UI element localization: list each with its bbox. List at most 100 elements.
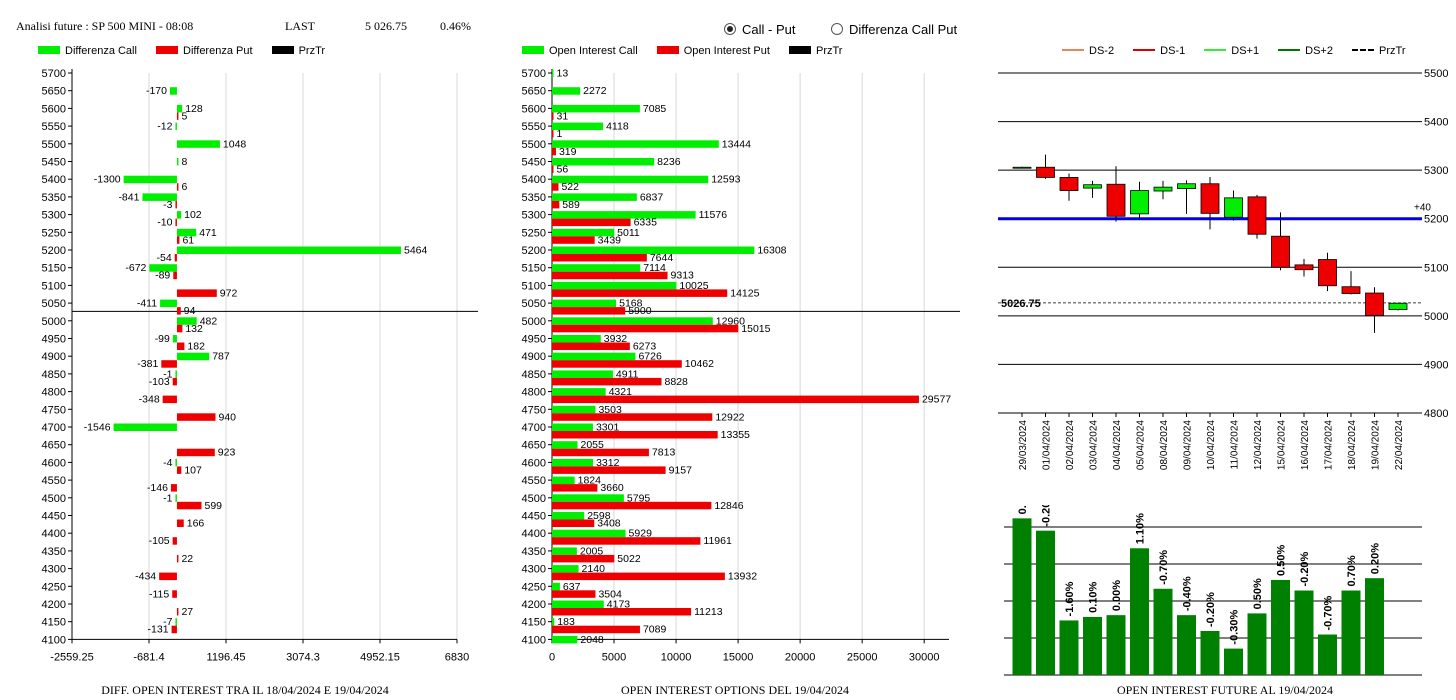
open-interest-options-chart: 5700 5650 5600 5550 5500 5450 5400 5350 5300 5250… bbox=[522, 68, 960, 663]
last-value: 5 026.75 bbox=[365, 19, 407, 33]
data-label: -0.70% bbox=[1323, 595, 1335, 630]
y-tick-label: 4700 bbox=[522, 422, 546, 434]
data-label: 1.10% bbox=[1135, 513, 1147, 544]
y-tick-label: 4350 bbox=[522, 546, 546, 558]
data-label: -1 bbox=[163, 368, 172, 380]
data-label: -54 bbox=[157, 252, 172, 264]
legend-label: Differenza Put bbox=[183, 45, 253, 57]
y-tick-label: 5100 bbox=[1424, 262, 1448, 274]
data-label: 8 bbox=[181, 156, 187, 168]
legend-swatch-green bbox=[522, 46, 544, 54]
y-tick-label: 4200 bbox=[522, 599, 546, 611]
data-label: -146 bbox=[147, 482, 168, 494]
data-label: 5795 bbox=[627, 492, 651, 504]
data-label: 637 bbox=[563, 581, 581, 593]
bar bbox=[552, 466, 666, 474]
x-tick-label: 09/04/2024 bbox=[1183, 420, 1194, 470]
bar bbox=[175, 458, 177, 467]
bar bbox=[175, 370, 177, 378]
bar bbox=[552, 228, 615, 237]
bar bbox=[552, 175, 709, 184]
data-label: 3312 bbox=[596, 457, 620, 469]
data-label: 9313 bbox=[671, 270, 695, 282]
data-label: 94 bbox=[184, 305, 196, 317]
data-label: -1 bbox=[163, 492, 172, 504]
panel2-caption: OPEN INTEREST OPTIONS DEL 19/04/2024 bbox=[621, 683, 849, 697]
bar bbox=[552, 200, 560, 209]
data-label: -103 bbox=[149, 376, 170, 388]
data-label: 6335 bbox=[634, 217, 658, 229]
y-tick-label: 4650 bbox=[42, 440, 66, 452]
y-tick-label: 5150 bbox=[42, 263, 66, 275]
bar bbox=[552, 342, 630, 350]
bar bbox=[552, 130, 554, 138]
y-tick-label: 5000 bbox=[522, 316, 546, 328]
bar bbox=[176, 112, 179, 120]
data-label: 0.20% bbox=[1370, 543, 1382, 574]
bar bbox=[552, 147, 556, 156]
data-label: -3 bbox=[163, 199, 172, 211]
bar bbox=[552, 317, 713, 325]
data-label: 2272 bbox=[583, 85, 607, 97]
data-label: 29577 bbox=[922, 394, 951, 406]
data-label: 7114 bbox=[643, 262, 666, 274]
data-label: 7813 bbox=[652, 447, 676, 459]
bar bbox=[1365, 578, 1384, 675]
x-tick-label: 3074.3 bbox=[286, 651, 320, 663]
bar bbox=[552, 254, 647, 262]
bar bbox=[176, 501, 202, 510]
bar bbox=[1341, 590, 1361, 675]
y-tick-label: 5150 bbox=[522, 263, 546, 275]
radio-selected-icon[interactable] bbox=[724, 23, 736, 35]
legend-label: Open Interest Call bbox=[549, 45, 638, 57]
bar bbox=[160, 299, 177, 308]
bar bbox=[176, 289, 217, 297]
radio-unselected-icon[interactable] bbox=[831, 23, 843, 35]
bar bbox=[552, 388, 606, 396]
y-tick-label: 5050 bbox=[522, 298, 546, 310]
candle-body bbox=[1294, 264, 1314, 271]
data-label: 102 bbox=[184, 209, 202, 221]
data-label: 6273 bbox=[633, 341, 657, 353]
bar bbox=[113, 423, 177, 431]
data-label: 11576 bbox=[699, 209, 728, 221]
data-label: 12960 bbox=[716, 315, 745, 327]
y-tick-label: 4250 bbox=[42, 581, 66, 593]
bar bbox=[552, 458, 594, 467]
radio-differenza[interactable]: Differenza Call Put bbox=[831, 22, 957, 37]
data-label: 27 bbox=[181, 606, 193, 618]
bar bbox=[552, 494, 624, 502]
radio-call-put[interactable]: Call - Put bbox=[724, 22, 795, 37]
y-tick-label: 5400 bbox=[522, 174, 546, 186]
data-label: 3503 bbox=[598, 404, 622, 416]
future-open-interest-bar-chart: 0.00% -0.20% -1.60% 0.10% 0.00% 1.10% -0.70% -0… bbox=[1004, 505, 1422, 676]
legend-label: PrzTr bbox=[298, 45, 326, 57]
bar bbox=[552, 112, 554, 120]
legend-swatch-red bbox=[156, 46, 179, 54]
bar bbox=[552, 448, 649, 457]
data-label: 1824 bbox=[578, 475, 602, 487]
data-label: -0.70% bbox=[1158, 550, 1170, 585]
bar bbox=[1200, 631, 1220, 675]
x-tick-label: 01/04/2024 bbox=[1042, 420, 1053, 470]
bar bbox=[169, 87, 177, 95]
bar bbox=[552, 547, 577, 555]
bar bbox=[552, 122, 604, 131]
bar bbox=[552, 565, 579, 573]
data-label: -12 bbox=[157, 121, 172, 133]
bar bbox=[552, 360, 682, 368]
bar bbox=[552, 281, 677, 290]
bar bbox=[552, 335, 601, 343]
x-tick-label: 30000 bbox=[909, 651, 940, 663]
data-label: 5464 bbox=[404, 245, 428, 257]
y-tick-label: 5450 bbox=[42, 157, 66, 169]
x-tick-label: 16/04/2024 bbox=[1300, 420, 1311, 470]
x-tick-label: 25000 bbox=[847, 651, 878, 663]
y-tick-label: 4100 bbox=[522, 634, 546, 646]
bar bbox=[1106, 615, 1126, 675]
data-label: -348 bbox=[139, 394, 160, 406]
bar bbox=[552, 618, 555, 626]
bar bbox=[552, 635, 578, 644]
bar bbox=[176, 246, 401, 254]
x-tick-label: 19/04/2024 bbox=[1371, 420, 1382, 470]
